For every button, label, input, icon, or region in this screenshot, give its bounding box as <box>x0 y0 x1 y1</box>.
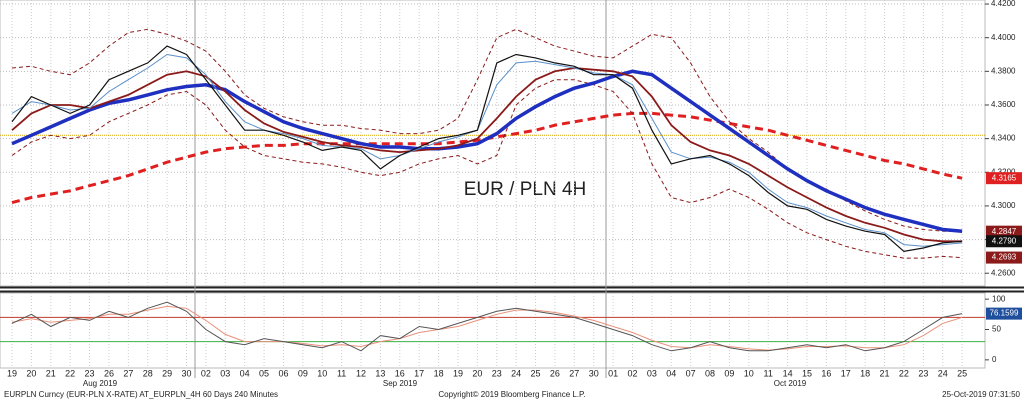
price-line <box>11 69 963 233</box>
y-tick-label: 4.3600 <box>991 100 1016 109</box>
x-tick-label: 24 <box>511 368 521 378</box>
x-tick-label: 08 <box>705 368 715 378</box>
timestamp: 25-Oct-2019 07:31:50 <box>942 390 1020 399</box>
price-label: 4.2847 <box>992 227 1017 236</box>
x-tick-label: 17 <box>414 368 424 378</box>
x-tick-label: 16 <box>821 368 831 378</box>
x-tick-label: 10 <box>744 368 754 378</box>
y-tick-label: 0 <box>992 355 997 364</box>
x-tick-label: 03 <box>220 368 230 378</box>
x-tick-label: 25 <box>531 368 541 378</box>
x-tick-label: 30 <box>589 368 599 378</box>
x-tick-label: 03 <box>647 368 657 378</box>
price-label: 4.3165 <box>992 173 1017 182</box>
x-tick-label: 12 <box>356 368 366 378</box>
x-tick-label: 28 <box>143 368 153 378</box>
x-tick-label: 19 <box>453 368 463 378</box>
x-tick-label: 22 <box>65 368 75 378</box>
y-tick-label: 4.2600 <box>991 268 1016 277</box>
x-tick-label: 11 <box>337 368 346 378</box>
oscillator-panel <box>0 292 986 369</box>
x-tick-label: 30 <box>182 368 192 378</box>
y-tick-label: 4.3200 <box>991 167 1016 176</box>
oscillator-line <box>11 301 963 352</box>
price-line <box>11 53 963 247</box>
y-tick-label: 4.3000 <box>991 201 1016 210</box>
x-tick-label: 23 <box>85 368 95 378</box>
x-tick-label: 11 <box>764 368 773 378</box>
x-tick-label: 14 <box>783 368 793 378</box>
price-line <box>11 67 963 243</box>
y-tick-label: 100 <box>992 294 1006 303</box>
price-line <box>11 28 963 233</box>
x-tick-label: 20 <box>472 368 482 378</box>
y-tick-label: 4.3800 <box>991 66 1016 75</box>
x-tick-label: 02 <box>627 368 637 378</box>
footer-left: EURPLN Curncy (EUR-PLN X-RATE) AT_EURPLN… <box>4 390 278 399</box>
x-tick-label: 18 <box>434 368 444 378</box>
annotation: EUR / PLN 4H <box>464 179 586 200</box>
price-line <box>11 45 963 253</box>
oscillator-line <box>11 305 963 351</box>
y-tick-label: 50 <box>992 325 1001 334</box>
x-tick-label: 18 <box>860 368 870 378</box>
x-tick-label: 02 <box>201 368 211 378</box>
x-tick-label: 15 <box>802 368 812 378</box>
x-tick-label: 27 <box>569 368 579 378</box>
x-tick-label: 05 <box>259 368 269 378</box>
x-tick-label: 17 <box>841 368 851 378</box>
price-label-box <box>986 235 1022 248</box>
price-label: 4.2790 <box>992 236 1017 245</box>
price-label-box <box>986 172 1022 185</box>
y-tick-label: 4.4000 <box>991 33 1016 42</box>
x-tick-label: 23 <box>918 368 928 378</box>
month-label: Sep 2019 <box>383 379 418 388</box>
x-tick-label: 13 <box>375 368 385 378</box>
x-tick-label: 01 <box>608 368 618 378</box>
copyright: Copyright© 2019 Bloomberg Finance L.P. <box>438 390 585 399</box>
x-tick-label: 09 <box>298 368 308 378</box>
x-tick-label: 07 <box>686 368 696 378</box>
y-tick-label: 4.3400 <box>991 134 1016 143</box>
x-tick-label: 19 <box>7 368 17 378</box>
x-tick-label: 22 <box>899 368 909 378</box>
y-tick-label: 4.4200 <box>991 0 1016 8</box>
month-label: Oct 2019 <box>774 379 807 388</box>
oscillator-label: 76.1599 <box>990 309 1019 318</box>
x-tick-label: 26 <box>104 368 114 378</box>
x-tick-label: 29 <box>162 368 172 378</box>
x-tick-label: 10 <box>317 368 327 378</box>
x-tick-label: 04 <box>666 368 676 378</box>
price-label-box <box>986 251 1022 264</box>
price-label-box <box>986 225 1022 238</box>
x-tick-label: 21 <box>46 368 56 378</box>
x-tick-label: 09 <box>724 368 734 378</box>
month-label: Aug 2019 <box>83 379 118 388</box>
price-label: 4.2693 <box>992 253 1017 262</box>
x-tick-label: 20 <box>26 368 36 378</box>
x-tick-label: 27 <box>123 368 133 378</box>
oscillator-label-box <box>986 307 1022 320</box>
x-tick-label: 16 <box>395 368 405 378</box>
x-tick-label: 06 <box>278 368 288 378</box>
x-tick-label: 04 <box>240 368 250 378</box>
x-tick-label: 21 <box>880 368 890 378</box>
x-tick-label: 23 <box>492 368 502 378</box>
x-tick-label: 24 <box>938 368 948 378</box>
x-tick-label: 26 <box>550 368 560 378</box>
x-tick-label: 25 <box>957 368 967 378</box>
